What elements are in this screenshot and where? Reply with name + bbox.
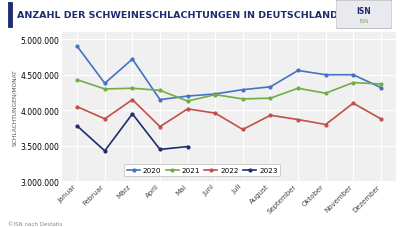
Text: ©ISN nach Destatis: ©ISN nach Destatis — [8, 221, 62, 226]
2022 — [102, 118, 107, 121]
2022 — [213, 112, 218, 115]
2021 — [240, 98, 245, 101]
Line: 2021: 2021 — [76, 79, 382, 103]
2023 — [102, 150, 107, 153]
2022 — [158, 126, 162, 128]
2020 — [213, 93, 218, 96]
2022 — [378, 118, 383, 121]
2021 — [351, 82, 356, 84]
2022 — [185, 108, 190, 111]
Line: 2023: 2023 — [76, 113, 189, 153]
2020 — [378, 87, 383, 89]
2020 — [323, 74, 328, 77]
2020 — [158, 99, 162, 101]
2022 — [351, 102, 356, 105]
FancyBboxPatch shape — [336, 1, 392, 30]
2022 — [130, 99, 135, 101]
2020 — [240, 89, 245, 92]
2020 — [75, 46, 80, 48]
2020 — [351, 74, 356, 77]
Text: ISN: ISN — [359, 19, 369, 24]
2023 — [158, 148, 162, 151]
Legend: 2020, 2021, 2022, 2023: 2020, 2021, 2022, 2023 — [124, 165, 280, 177]
Text: ISN: ISN — [357, 7, 371, 16]
2020 — [102, 83, 107, 85]
2021 — [296, 87, 300, 90]
2021 — [185, 100, 190, 103]
2020 — [296, 70, 300, 72]
2023 — [185, 146, 190, 148]
2022 — [296, 119, 300, 121]
2021 — [130, 87, 135, 90]
2021 — [158, 90, 162, 92]
2021 — [102, 88, 107, 91]
Line: 2022: 2022 — [76, 99, 382, 131]
Y-axis label: SCHLACHTUNGEN/MONAT: SCHLACHTUNGEN/MONAT — [12, 69, 18, 146]
2020 — [185, 95, 190, 98]
2021 — [378, 83, 383, 86]
2021 — [323, 92, 328, 95]
2023 — [130, 113, 135, 116]
Text: ANZAHL DER SCHWEINESCHLACHTUNGEN IN DEUTSCHLAND: ANZAHL DER SCHWEINESCHLACHTUNGEN IN DEUT… — [17, 11, 338, 20]
2022 — [323, 123, 328, 126]
Line: 2020: 2020 — [76, 46, 382, 101]
2020 — [130, 59, 135, 61]
2021 — [75, 79, 80, 82]
2022 — [268, 114, 273, 117]
2021 — [213, 94, 218, 96]
2020 — [268, 86, 273, 89]
2022 — [75, 106, 80, 109]
2022 — [240, 128, 245, 131]
2023 — [75, 125, 80, 128]
2021 — [268, 97, 273, 100]
